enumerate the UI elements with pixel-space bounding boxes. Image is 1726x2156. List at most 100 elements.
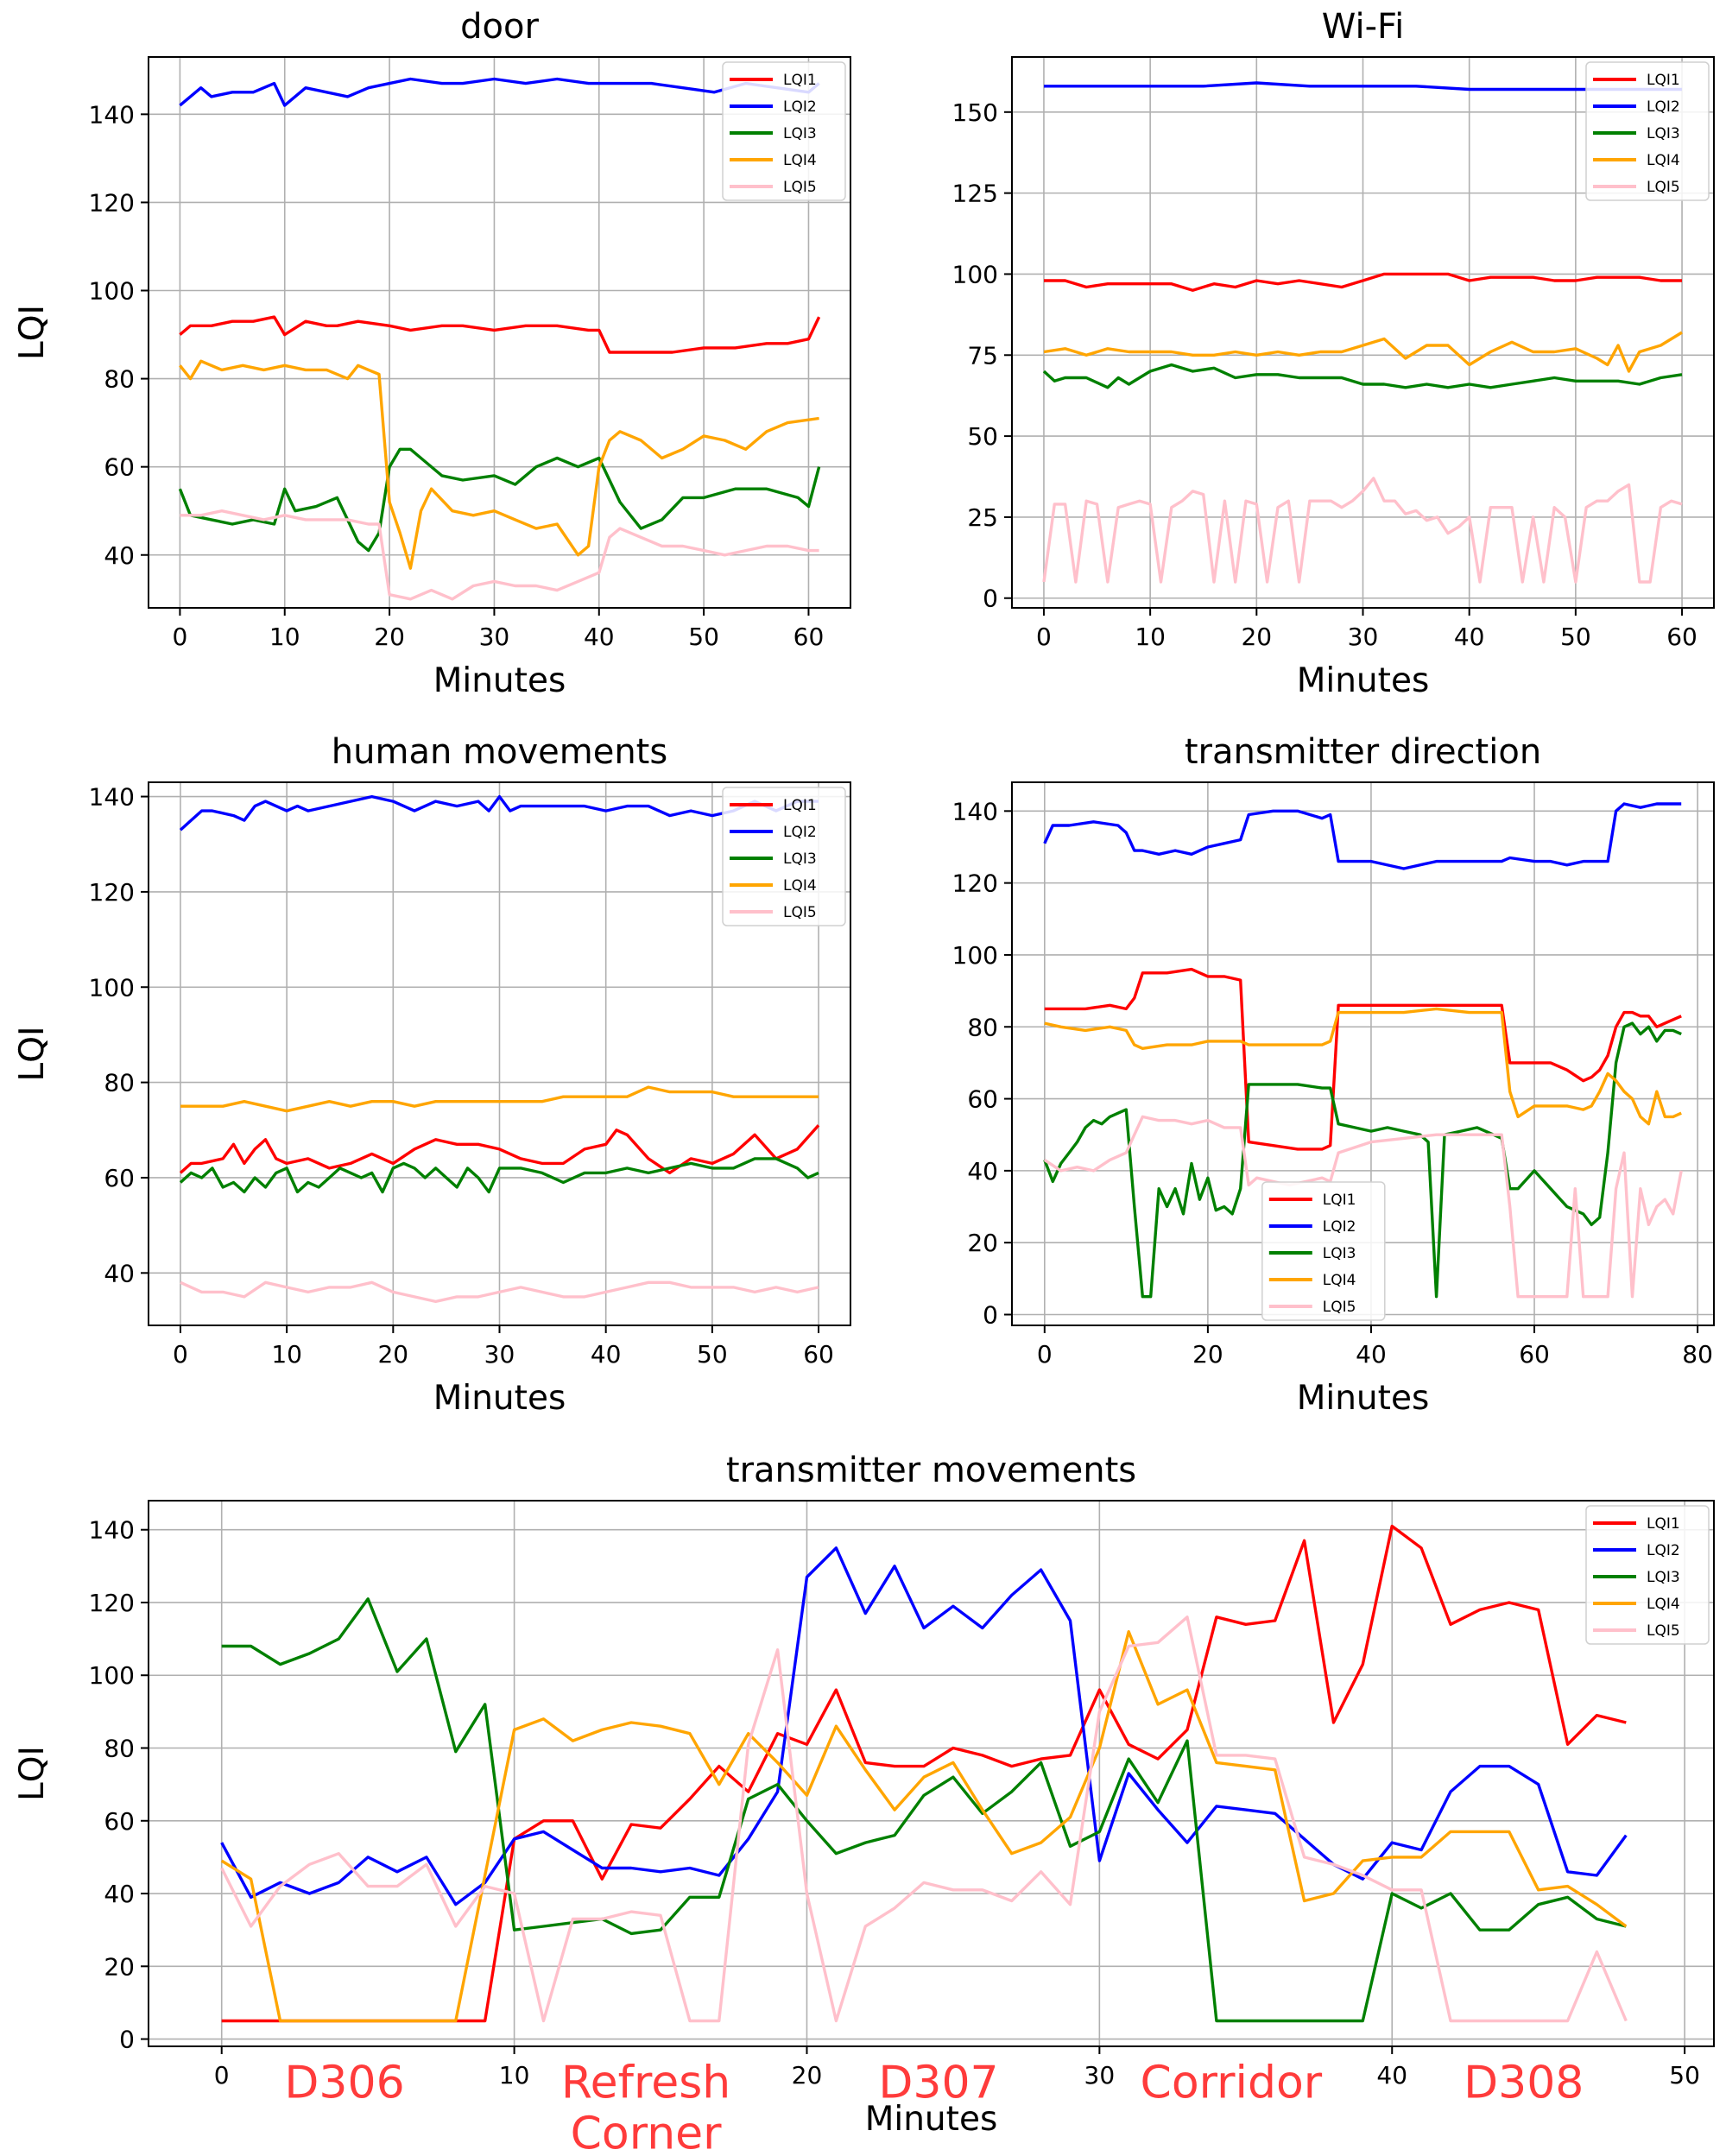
y-tick-label: 80: [967, 1013, 998, 1041]
x-tick-label: 30: [1348, 623, 1379, 651]
legend-box: [722, 61, 846, 201]
region-label: Corner: [571, 2109, 723, 2156]
y-tick-label: 120: [89, 1589, 135, 1617]
plot-frame: [148, 1500, 1715, 2047]
x-tick-label: 20: [374, 623, 405, 651]
x-tick-label: 10: [271, 1340, 302, 1369]
x-tick-label: 0: [173, 1340, 188, 1369]
y-tick-label: 100: [89, 277, 135, 306]
y-tick-label: 40: [967, 1157, 998, 1185]
series-line-lqi1: [179, 315, 821, 354]
plot-frame: [1011, 781, 1715, 1326]
series-line-lqi2: [220, 1546, 1628, 1906]
series-line-lqi4: [1043, 331, 1683, 373]
x-tick-label: 0: [1037, 1340, 1053, 1369]
chart-human-movements: 0 10 20 30 40 50 60 40 60 80 100 120 140 human moveme…: [13, 732, 851, 1418]
x-tick-label: 30: [479, 623, 510, 651]
y-tick-label: 60: [104, 1164, 135, 1192]
x-tick-label: 20: [377, 1340, 408, 1369]
legend-box: [722, 787, 846, 926]
y-axis-label: LQI: [13, 1746, 52, 1801]
x-tick-label: 50: [1669, 2061, 1700, 2090]
legend-label: LQI3: [783, 125, 817, 142]
region-label: D308: [1464, 2058, 1584, 2109]
region-label: D306: [284, 2058, 404, 2109]
chart-title: transmitter movements: [726, 1451, 1136, 1490]
series-line-lqi5: [1043, 1115, 1683, 1299]
y-tick-label: 140: [89, 100, 135, 129]
x-tick-label: 0: [214, 2061, 230, 2090]
series-line-lqi4: [220, 1629, 1628, 2023]
legend-label: LQI2: [1647, 98, 1680, 116]
legend-label: LQI4: [1647, 152, 1680, 169]
x-tick-label: 60: [793, 623, 825, 651]
x-tick-label: 20: [1241, 623, 1272, 651]
legend-label: LQI3: [1647, 125, 1680, 142]
y-tick-label: 20: [967, 1229, 998, 1257]
y-tick-label: 60: [104, 1807, 135, 1836]
plot-frame: [148, 56, 851, 609]
y-tick-label: 40: [104, 1880, 135, 1908]
legend: LQI1 LQI2 LQI3 LQI4 LQI5: [1261, 1181, 1386, 1321]
series-line-lqi1: [1044, 272, 1682, 292]
x-axis-label: Minutes: [1297, 661, 1430, 700]
x-tick-label: 40: [584, 623, 615, 651]
y-tick-label: 125: [952, 180, 998, 208]
series-line-lqi3: [221, 1597, 1627, 2023]
series-line-lqi5: [1042, 477, 1683, 584]
x-tick-label: 30: [484, 1340, 515, 1369]
y-tick-label: 75: [967, 341, 998, 370]
legend-label: LQI5: [1323, 1299, 1356, 1316]
y-tick-label: 80: [104, 365, 135, 394]
series-line-lqi3: [178, 447, 821, 553]
y-tick-label: 40: [104, 541, 135, 570]
series-line-lqi5: [220, 1615, 1628, 2023]
legend-label: LQI5: [1647, 1622, 1680, 1640]
y-tick-label: 80: [104, 1069, 135, 1097]
legend-label: LQI4: [1647, 1596, 1680, 1613]
chart-wi-fi: 0 10 20 30 40 50 600255075100125150Wi-FiMinute…: [13, 7, 1715, 700]
legend-label: LQI5: [783, 904, 817, 921]
x-tick-label: 0: [172, 623, 187, 651]
x-tick-label: 60: [803, 1340, 834, 1369]
series-line-lqi4: [1044, 1007, 1682, 1126]
series-line-lqi2: [1043, 802, 1682, 870]
legend: LQI1 LQI2 LQI3 LQI4 LQI5: [1585, 61, 1710, 201]
series-line-lqi5: [180, 1280, 819, 1304]
y-tick-label: 60: [967, 1085, 998, 1114]
chart-door: 0 10 20 30 40 50 60 40 60 80 100 120 140 door Minutes L…: [13, 7, 851, 700]
legend-label: LQI2: [783, 824, 817, 841]
series-line-lqi1: [179, 1124, 820, 1175]
legend-label: LQI3: [783, 850, 817, 868]
x-tick-label: 60: [1666, 623, 1698, 651]
series-line-lqi2: [1044, 81, 1682, 92]
legend-label: LQI3: [1647, 1569, 1680, 1586]
region-label: Refresh: [561, 2058, 730, 2109]
series-line-lqi5: [180, 509, 819, 601]
legend-box: [1585, 1505, 1710, 1645]
legend-label: LQI5: [783, 179, 817, 196]
x-tick-label: 50: [1560, 623, 1591, 651]
series-line-lqi2: [179, 794, 819, 831]
series-line-lqi2: [179, 77, 820, 107]
chart-title: door: [460, 7, 539, 47]
x-tick-label: 40: [1454, 623, 1485, 651]
chart-title: human movements: [332, 732, 667, 772]
legend-label: LQI4: [783, 877, 817, 895]
y-tick-label: 100: [952, 941, 998, 970]
y-axis-label: LQI: [13, 1027, 52, 1082]
y-tick-label: 100: [89, 1661, 135, 1690]
y-tick-label: 40: [104, 1259, 135, 1287]
x-axis-label: Minutes: [1297, 1379, 1430, 1418]
y-tick-label: 140: [89, 1516, 135, 1545]
legend-label: LQI2: [1323, 1218, 1356, 1236]
y-tick-label: 0: [983, 1301, 998, 1330]
legend-label: LQI2: [1647, 1542, 1680, 1559]
x-tick-label: 10: [499, 2061, 530, 2090]
x-axis-label: Minutes: [433, 1379, 566, 1418]
region-label: Corridor: [1141, 2058, 1323, 2109]
y-tick-label: 120: [89, 188, 135, 217]
y-tick-label: 0: [983, 585, 998, 613]
legend-label: LQI1: [1647, 72, 1680, 89]
chart-title: Wi-Fi: [1322, 7, 1404, 47]
